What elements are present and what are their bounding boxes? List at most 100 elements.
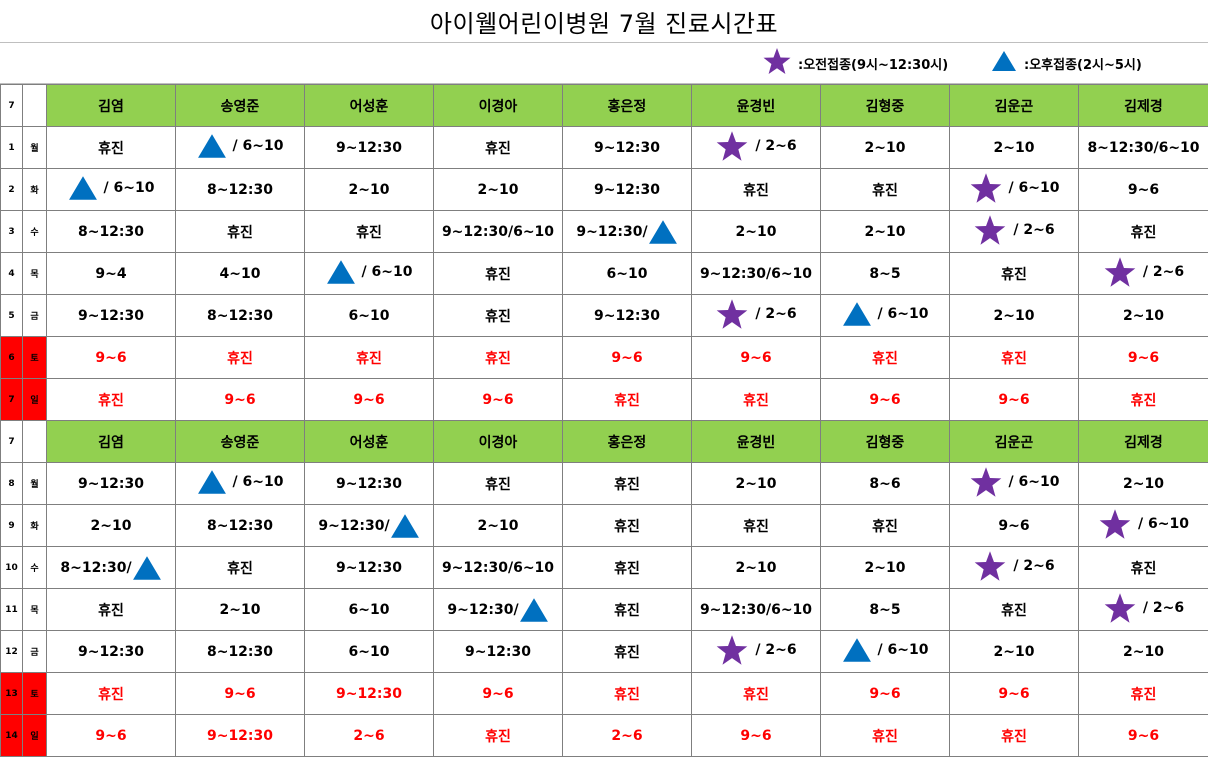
cell-content: 9~6 [95,350,126,366]
hours-text: 휴진 [98,686,124,703]
star-icon [973,550,1007,582]
cell-content: 2~10 [736,560,777,576]
hours-text: 휴진 [1001,350,1027,367]
hours-text: 휴진 [485,728,511,745]
hours-text: 9~6 [998,685,1030,702]
hours-text: 9~6 [1127,349,1160,366]
cell-content: 휴진 [743,180,769,200]
triangle-icon [197,469,227,495]
cell-content: / 6~10 [197,469,283,495]
table-row: 2 화 / 6~10 8~12:30 2~10 2~10 9~12:30 휴진 휴진 / 6~10… [0,168,1208,211]
weekday-cell: 목 [22,252,47,295]
hours-text: 휴진 [227,350,253,367]
cell-content: / 6~10 [842,301,929,327]
triangle-icon [390,513,420,539]
hours-text: 9~4 [95,265,127,282]
hours-text: 9~12:30 [335,559,403,576]
cell-content: 8~5 [869,266,900,282]
hours-text: 9~12:30 [593,139,661,156]
schedule-cell: / 6~10 [820,630,950,673]
schedule-cell: 2~10 [949,126,1079,169]
hours-text: 9~12:30 [593,181,661,198]
schedule-cell: 휴진 [433,294,563,337]
cell-content: 휴진 [227,348,253,368]
schedule-cell: 9~12:30/6~10 [691,252,821,295]
schedule-cell: 9~12:30/ [433,588,563,631]
hours-text: 9~12:30 [77,643,145,660]
weekday-cell: 금 [22,630,47,673]
hours-text: 9~6 [740,349,772,366]
cell-content: 휴진 [872,348,898,368]
hours-text: 2~6 [353,727,385,744]
schedule-cell: 8~12:30 [175,294,305,337]
legend-afternoon-vaccination: :오후접종(2시~5시) [990,51,1142,75]
schedule-cell: / 6~10 [949,168,1079,211]
hours-text: 휴진 [1130,224,1157,241]
hours-text: 8~12:30 [206,517,274,534]
cell-content: 2~10 [91,518,132,534]
cell-content: 8~12:30 [207,182,273,198]
date-cell: 9 [0,504,23,547]
schedule-cell: 2~10 [46,504,176,547]
hours-text: / 6~10 [877,305,929,322]
schedule-cell: 휴진 [820,336,950,379]
hours-text: 휴진 [98,140,124,157]
date-cell: 5 [0,294,23,337]
hours-text: 9~12:30 [593,307,661,324]
cell-content: 9~6 [482,392,513,408]
cell-content: / 2~6 [715,130,797,162]
star-icon [1103,592,1137,624]
hours-text: / 6~10 [103,179,155,196]
schedule-cell: 9~12:30 [433,630,563,673]
schedule-cell: 휴진 [820,714,950,757]
date-cell: 7 [0,378,23,421]
weekday-cell: 수 [22,546,47,589]
cell-content: 9~12:30 [594,140,660,156]
hours-text: 2~10 [219,601,261,618]
schedule-cell: 2~10 [820,546,950,589]
doctor-name: 이경아 [433,84,563,127]
hours-text: 2~10 [90,517,132,534]
schedule-table: 7 김염 송영준 어성훈 이경아 홍은정 윤경빈 김형중 김운곤 김제경 1 월 휴진/ 6~10 9~1… [0,84,1208,757]
schedule-cell: 휴진 [691,672,821,715]
doctor-name: 김형중 [820,84,950,127]
schedule-cell: 휴진 [562,546,692,589]
cell-content: 휴진 [356,348,382,368]
cell-content: 휴진 [98,138,124,158]
hours-text: 휴진 [1130,560,1157,577]
schedule-cell: 휴진 [433,126,563,169]
hours-text: 8~12:30 [206,643,274,660]
hours-text: 휴진 [356,350,382,367]
schedule-cell: 2~10 [1078,630,1208,673]
hours-text: 9~12:30/ [576,223,648,240]
hours-text: 8~6 [869,475,901,492]
cell-content: 9~6 [998,686,1029,702]
cell-content: 8~12:30/6~10 [1087,140,1199,156]
hours-text: 8~12:30/ [60,559,132,576]
triangle-icon [519,597,549,623]
schedule-cell: 6~10 [304,588,434,631]
schedule-cell: 9~12:30/6~10 [433,210,563,253]
schedule-cell: 휴진 [46,588,176,631]
schedule-cell: 휴진 [820,504,950,547]
cell-content: 휴진 [872,180,898,200]
page-title: 아이웰어린이병원 7월 진료시간표 [429,9,779,38]
hours-text: 2~10 [348,181,390,198]
hours-text: 휴진 [872,728,898,745]
schedule-cell: 9~12:30 [46,462,176,505]
schedule-cell: / 2~6 [949,210,1079,253]
hours-text: 휴진 [1130,686,1157,703]
schedule-cell: 9~6 [949,672,1079,715]
cell-content: / 2~6 [973,214,1055,246]
hours-text: 휴진 [872,350,898,367]
schedule-cell: 8~5 [820,252,950,295]
schedule-cell: 9~12:30 [562,126,692,169]
table-row: 14 일 9~6 9~12:30 2~6 휴진 2~6 9~6 휴진 휴진 9~6 [0,714,1208,757]
hours-text: 9~6 [869,391,901,408]
hours-text: 9~12:30 [77,475,145,492]
cell-content: 휴진 [98,390,124,410]
cell-content: 4~10 [220,266,261,282]
doctor-name: 홍은정 [562,84,692,127]
date-cell: 6 [0,336,23,379]
cell-content: 9~12:30 [78,476,144,492]
